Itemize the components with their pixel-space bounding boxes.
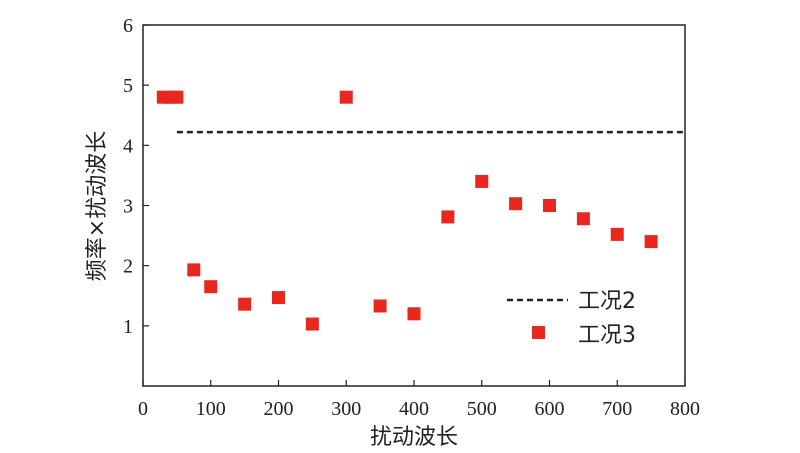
y-tick-label: 2	[123, 256, 133, 278]
y-tick-label: 1	[123, 316, 133, 338]
y-axis-ticks: 1 2 3 4 5 6	[123, 15, 149, 338]
x-tick-label: 500	[467, 398, 497, 420]
data-point-marker	[170, 90, 184, 104]
data-point-marker	[475, 174, 489, 188]
data-point-marker	[373, 299, 387, 313]
legend-swatch-square-marker	[532, 326, 545, 339]
data-point-marker	[543, 199, 556, 212]
x-tick-label: 700	[602, 398, 632, 420]
data-point-marker	[576, 212, 590, 226]
x-tick-label: 200	[264, 398, 294, 420]
x-tick-label: 400	[399, 398, 429, 420]
data-point-marker	[441, 210, 455, 224]
legend-label-series-2: 工况3	[578, 323, 636, 348]
y-tick-label: 3	[123, 196, 133, 218]
legend: 工况2 工况3	[507, 289, 636, 348]
x-tick-label: 300	[331, 398, 361, 420]
x-axis-ticks: 0 100 200 300 400 500 600 700 800	[138, 380, 700, 420]
x-tick-label: 100	[196, 398, 226, 420]
y-tick-label: 5	[123, 75, 133, 97]
data-point-marker	[407, 307, 421, 321]
x-axis-title: 扰动波长	[370, 425, 458, 450]
data-point-marker	[509, 197, 523, 211]
data-point-marker	[644, 235, 658, 249]
data-point-marker	[187, 263, 201, 277]
x-tick-label: 600	[535, 398, 565, 420]
data-point-marker	[238, 297, 252, 311]
legend-label-series-1: 工况2	[578, 289, 636, 314]
data-point-marker	[272, 291, 285, 305]
data-point-marker	[204, 280, 218, 294]
y-axis-title: 频率×扰动波长	[85, 131, 110, 281]
data-point-marker	[339, 90, 353, 104]
data-point-marker	[610, 227, 624, 241]
data-point-marker	[305, 317, 319, 331]
x-tick-label: 800	[670, 398, 700, 420]
y-tick-label: 4	[123, 135, 133, 157]
y-tick-label: 6	[123, 15, 133, 37]
x-tick-label: 0	[138, 398, 148, 420]
series-layer	[156, 90, 685, 331]
